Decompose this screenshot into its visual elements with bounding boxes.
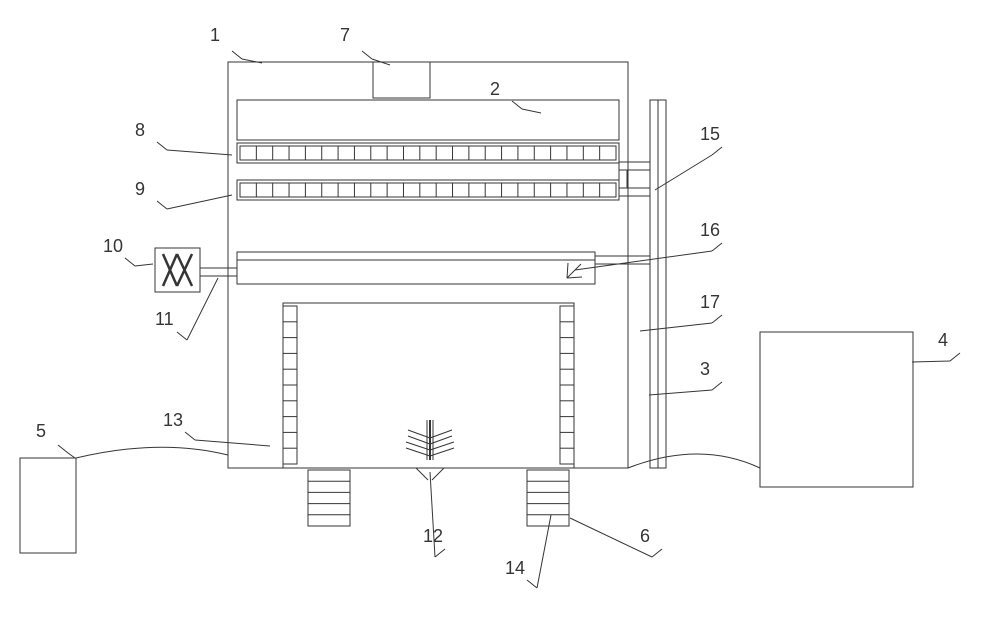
schematic-diagram: 1782159101617311135412146 <box>0 0 1000 624</box>
label-16: 16 <box>575 220 722 270</box>
pipe-elbow-2 <box>619 188 650 196</box>
label-text-14: 14 <box>505 558 525 578</box>
spring-1 <box>308 470 350 526</box>
label-text-4: 4 <box>938 330 948 350</box>
label-text-2: 2 <box>490 79 500 99</box>
label-text-17: 17 <box>700 292 720 312</box>
label-11: 11 <box>155 278 218 340</box>
shaft <box>200 268 237 276</box>
right-box <box>760 332 913 487</box>
fan <box>406 420 454 460</box>
arrow-16-b <box>567 277 582 278</box>
label-text-11: 11 <box>155 309 174 329</box>
top-recess <box>373 62 430 98</box>
label-text-8: 8 <box>135 120 145 140</box>
label-15: 15 <box>655 124 722 190</box>
right-outlet <box>628 454 760 468</box>
label-7: 7 <box>340 25 390 65</box>
rightwall <box>560 306 574 464</box>
label-1: 1 <box>210 25 262 63</box>
label-text-1: 1 <box>210 25 220 45</box>
label-text-5: 5 <box>36 421 46 441</box>
arrow-16-a <box>567 264 581 278</box>
band-1 <box>237 100 619 140</box>
label-6: 6 <box>570 518 662 557</box>
label-10: 10 <box>103 236 153 266</box>
roller-top <box>237 252 595 260</box>
label-4: 4 <box>912 330 960 362</box>
label-text-10: 10 <box>103 236 123 256</box>
left-box <box>20 458 76 553</box>
leftwall <box>283 306 297 464</box>
label-5: 5 <box>36 421 75 458</box>
label-12: 12 <box>423 472 445 557</box>
spring-2 <box>527 470 569 526</box>
label-2: 2 <box>490 79 541 113</box>
vcut-l <box>416 468 428 480</box>
label-text-6: 6 <box>640 526 650 546</box>
label-3: 3 <box>649 359 722 395</box>
pipe-elbow <box>619 170 627 188</box>
label-text-16: 16 <box>700 220 720 240</box>
strip-2 <box>240 146 616 160</box>
left-outlet <box>76 447 228 458</box>
label-text-3: 3 <box>700 359 710 379</box>
label-text-15: 15 <box>700 124 720 144</box>
label-9: 9 <box>135 179 232 209</box>
arrow-16-c <box>567 263 568 278</box>
label-8: 8 <box>135 120 232 155</box>
pipe-from-roll <box>619 162 650 170</box>
vcut-r <box>432 468 444 480</box>
label-text-13: 13 <box>163 410 183 430</box>
right-pipe-inner <box>650 100 658 468</box>
pipe-to-roll-top <box>595 256 650 264</box>
right-pipe-outer <box>658 100 666 468</box>
label-text-9: 9 <box>135 179 145 199</box>
label-text-7: 7 <box>340 25 350 45</box>
label-13: 13 <box>163 410 270 446</box>
label-17: 17 <box>640 292 722 331</box>
roller-body <box>237 260 595 284</box>
strip-3 <box>240 183 616 197</box>
